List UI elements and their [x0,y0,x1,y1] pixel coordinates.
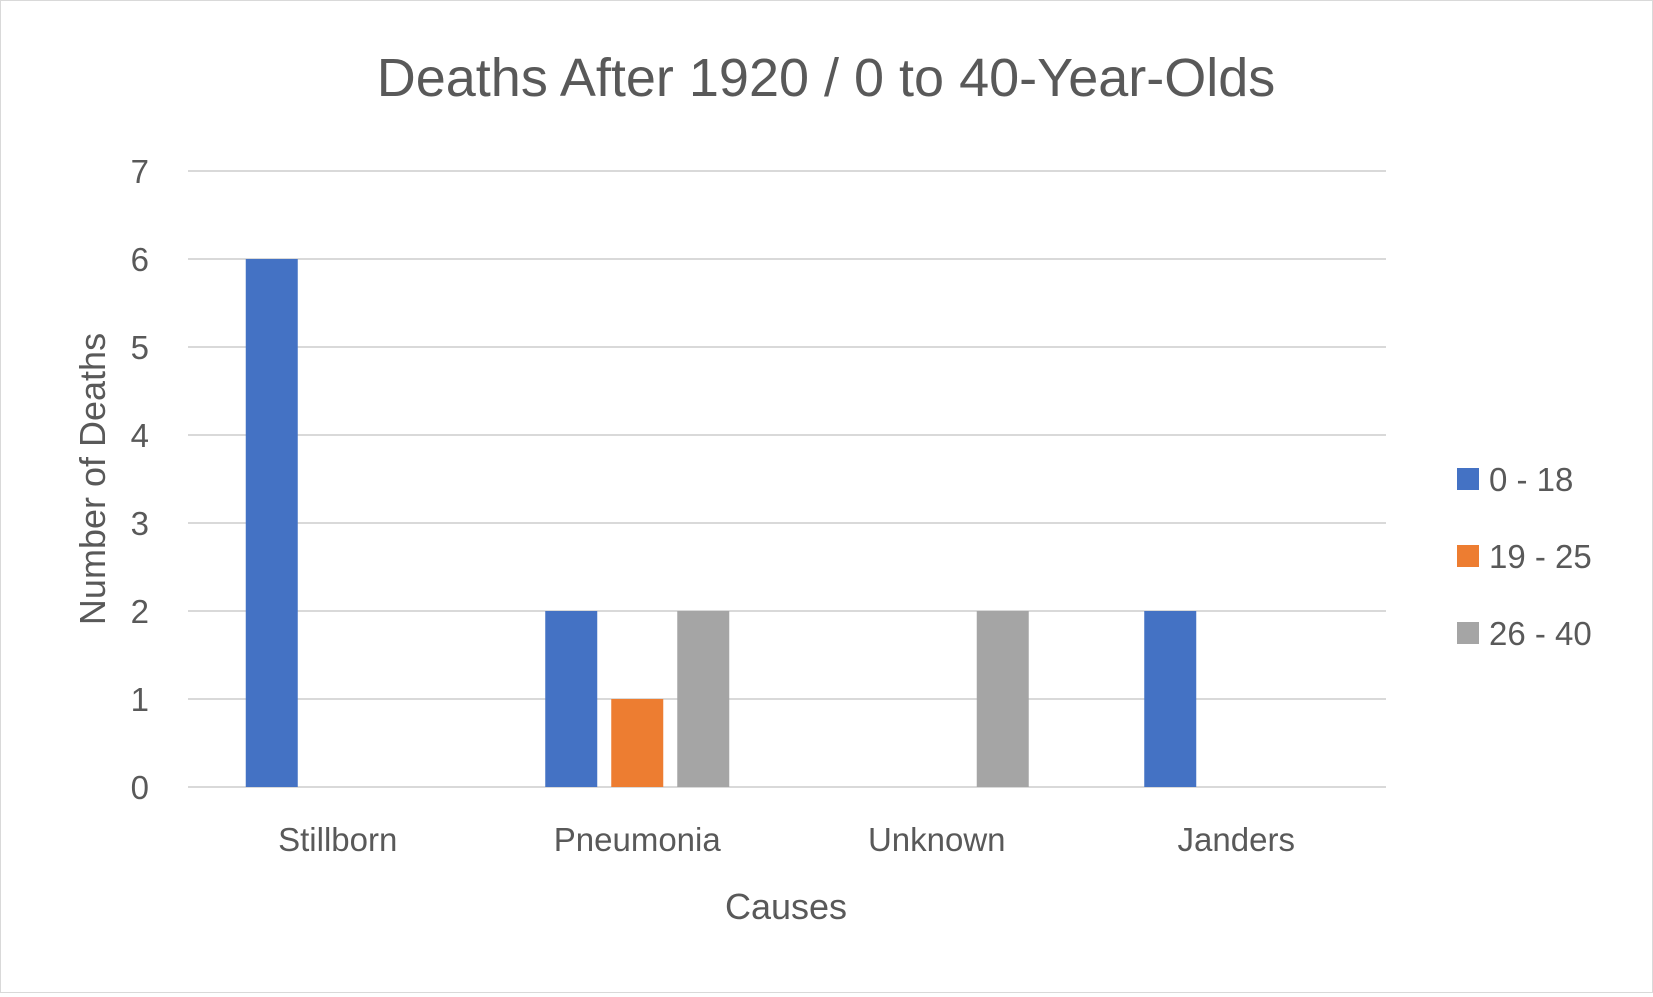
x-tick-label: Pneumonia [554,821,722,858]
x-axis-ticks: Stillborn Pneumonia Unknown Janders [278,821,1295,858]
y-tick-label: 0 [131,769,149,806]
legend: 0 - 18 19 - 25 26 - 40 [1457,461,1592,652]
x-tick-label: Janders [1178,821,1295,858]
legend-label: 19 - 25 [1489,538,1592,575]
bar-janders-0 [1144,611,1197,787]
y-tick-label: 3 [131,505,149,542]
y-tick-label: 1 [131,681,149,718]
bar-pneumonia-2 [677,611,730,787]
legend-label: 26 - 40 [1489,615,1592,652]
x-tick-label: Stillborn [278,821,397,858]
x-axis-title: Causes [725,886,847,927]
y-tick-label: 5 [131,329,149,366]
legend-swatch [1457,622,1479,644]
y-axis-title: Number of Deaths [72,333,113,625]
bars [245,259,1197,787]
y-tick-label: 7 [131,153,149,190]
legend-swatch [1457,545,1479,567]
y-tick-label: 6 [131,241,149,278]
gridlines [188,170,1386,788]
y-tick-label: 4 [131,417,149,454]
chart-title: Deaths After 1920 / 0 to 40-Year-Olds [377,48,1276,108]
bar-unknown-2 [976,611,1029,787]
y-axis-ticks: 0 1 2 3 4 5 6 7 [131,153,149,806]
y-tick-label: 2 [131,593,149,630]
bar-pneumonia-1 [611,699,664,787]
bar-pneumonia-0 [545,611,598,787]
legend-label: 0 - 18 [1489,461,1573,498]
x-tick-label: Unknown [868,821,1006,858]
bar-stillborn-0 [245,259,298,787]
legend-swatch [1457,468,1479,490]
